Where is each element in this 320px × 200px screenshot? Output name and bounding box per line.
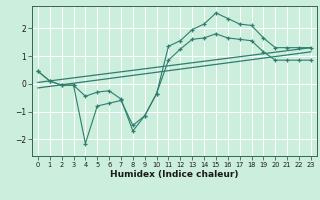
X-axis label: Humidex (Indice chaleur): Humidex (Indice chaleur) <box>110 170 239 179</box>
